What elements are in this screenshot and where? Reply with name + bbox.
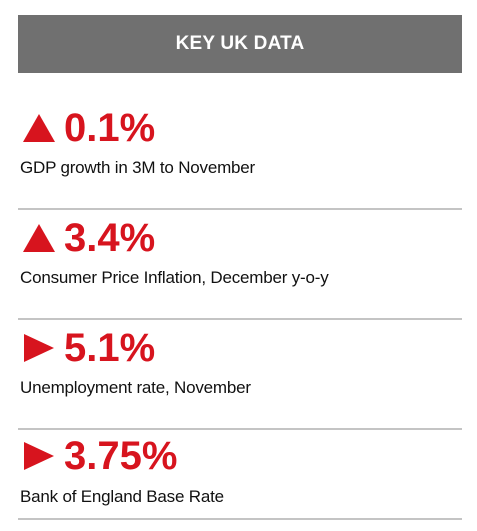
triangle-up-icon [22,108,58,148]
triangle-up-icon [22,218,58,258]
page-title: KEY UK DATA [175,33,305,54]
stat-value: 3.4% [64,216,156,260]
stat-value-row: 5.1% [22,320,155,376]
stat-label: Unemployment rate, November [20,378,251,397]
stat-value: 0.1% [64,106,156,150]
divider [18,428,462,430]
stat-value: 5.1% [64,326,156,370]
stat-label: GDP growth in 3M to November [20,158,256,177]
stat-gdp-growth: 0.1% GDP growth in 3M to November [18,100,462,210]
stat-unemployment: 5.1% Unemployment rate, November [18,320,462,430]
page-title-banner: KEY UK DATA [18,15,462,73]
divider [18,318,462,320]
divider [18,518,462,520]
triangle-right-icon [22,436,58,476]
triangle-right-icon [22,328,58,368]
divider [18,208,462,210]
stat-value-row: 3.4% [22,210,155,266]
stat-label: Bank of England Base Rate [20,487,224,506]
stat-cpi-inflation: 3.4% Consumer Price Inflation, December … [18,210,462,320]
stat-value-row: 3.75% [22,428,177,484]
stat-value-row: 0.1% [22,100,155,156]
stat-value: 3.75% [64,434,178,478]
stat-base-rate: 3.75% Bank of England Base Rate [18,410,462,520]
stat-label: Consumer Price Inflation, December y-o-y [20,268,329,287]
